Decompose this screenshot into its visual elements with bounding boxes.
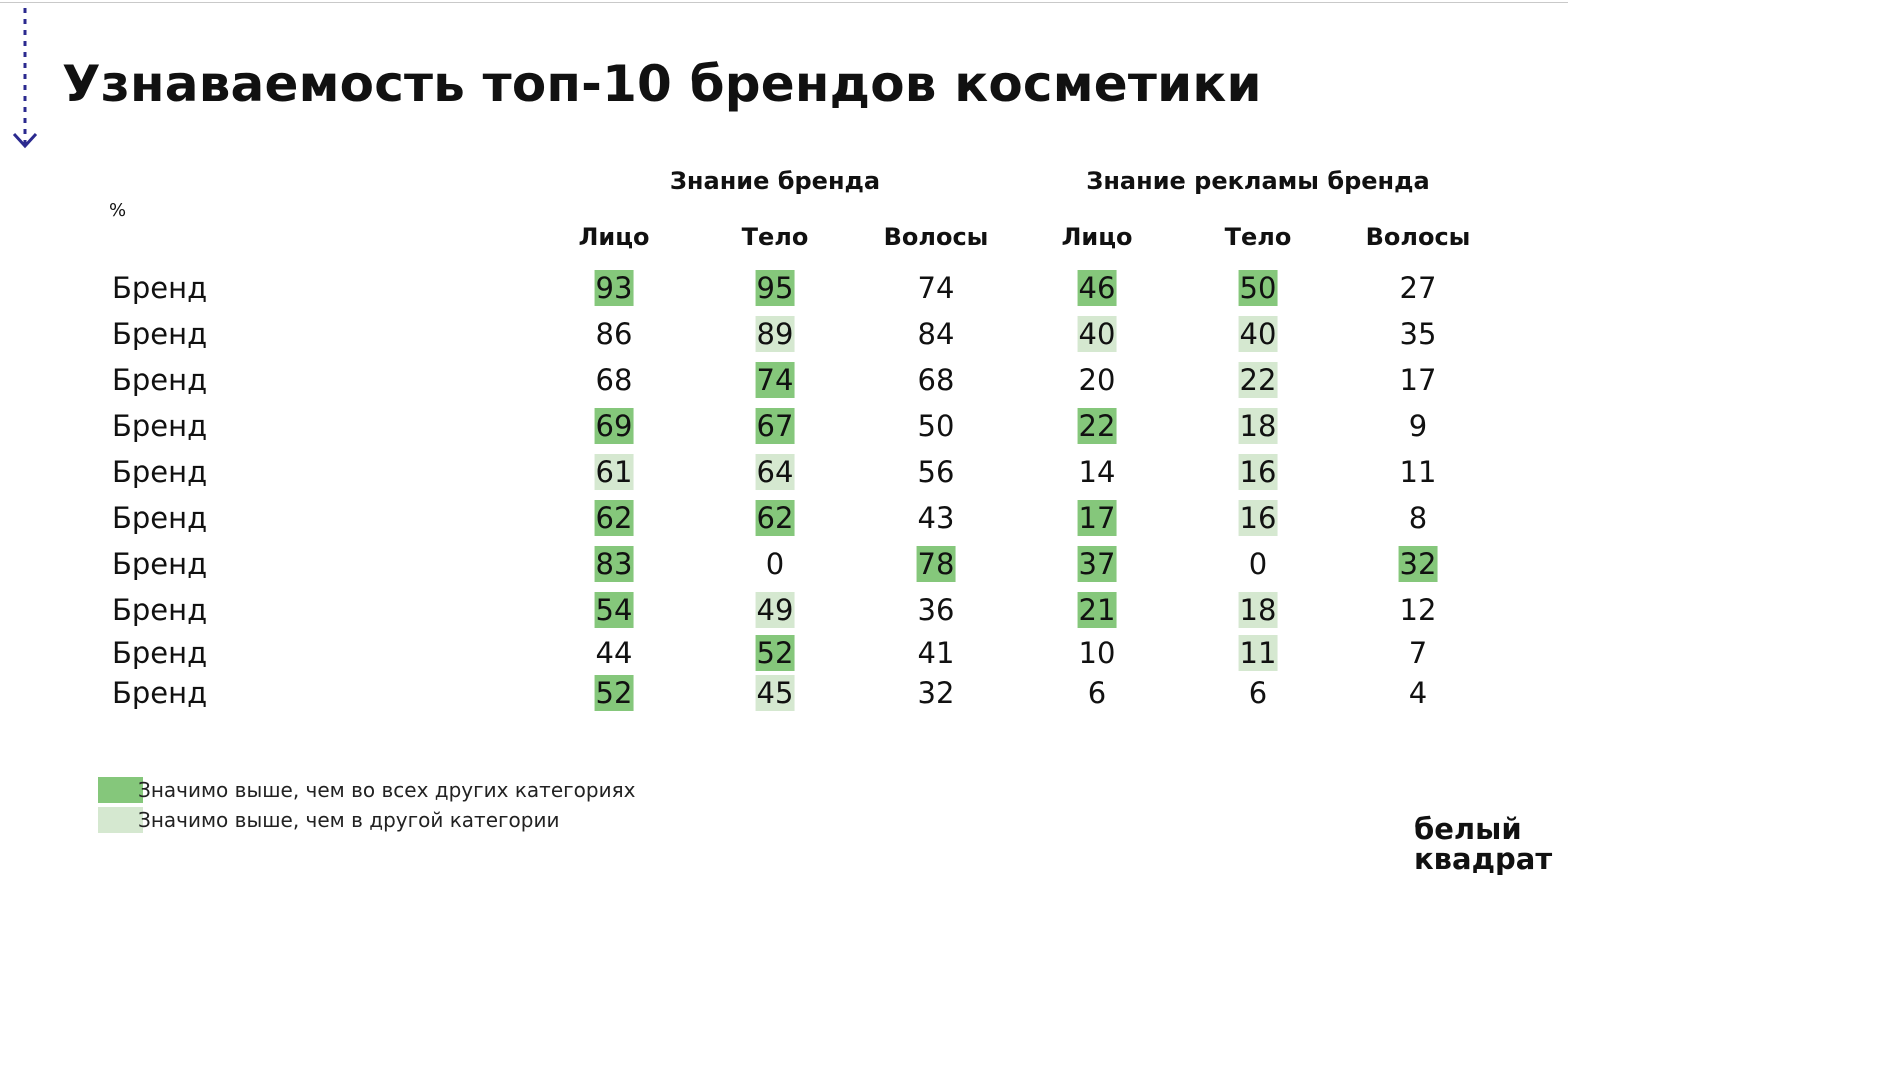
table-cell: 7 [1408,636,1428,670]
table-cell: 14 [1078,455,1116,489]
legend-label: Значимо выше, чем в другой категории [138,808,560,832]
table-cell: 37 [1077,546,1117,582]
table-cell: 11 [1238,635,1278,671]
logo-line-2: квадрат [1414,842,1553,876]
table-cell: 22 [1077,408,1117,444]
table-cell: 89 [755,316,795,352]
logo-line-1: белый [1414,812,1522,846]
table-cell: 67 [755,408,795,444]
row-label: Бренд [112,501,208,535]
unit-label: % [109,200,127,221]
table-cell: 84 [917,317,955,351]
table-cell: 18 [1238,592,1278,628]
table-cell: 36 [917,593,955,627]
legend-swatch-light-green [98,807,143,833]
page-title: Узнаваемость топ-10 брендов косметики [62,55,1262,113]
table-cell: 16 [1238,500,1278,536]
column-group-header: Знание бренда [669,167,881,195]
table-cell: 62 [755,500,795,536]
row-label: Бренд [112,547,208,581]
table-cell: 74 [917,271,955,305]
table-cell: 56 [917,455,955,489]
table-cell: 83 [594,546,634,582]
table-cell: 6 [1248,676,1268,710]
table-cell: 74 [755,362,795,398]
table-cell: 17 [1399,363,1437,397]
table-cell: 22 [1238,362,1278,398]
table-cell: 43 [917,501,955,535]
table-cell: 12 [1399,593,1437,627]
table-cell: 69 [594,408,634,444]
table-cell: 20 [1078,363,1116,397]
table-cell: 44 [595,636,633,670]
table-cell: 16 [1238,454,1278,490]
column-group-header: Знание рекламы бренда [1086,167,1430,195]
table-cell: 41 [917,636,955,670]
column-header: Лицо [578,223,650,251]
table-cell: 27 [1399,271,1437,305]
table-cell: 50 [1238,270,1278,306]
table-cell: 40 [1077,316,1117,352]
column-header: Тело [741,223,809,251]
row-label: Бренд [112,676,208,710]
table-cell: 68 [595,363,633,397]
table-cell: 8 [1408,501,1428,535]
table-cell: 62 [594,500,634,536]
table-cell: 17 [1077,500,1117,536]
row-label: Бренд [112,363,208,397]
table-cell: 52 [755,635,795,671]
table-cell: 49 [755,592,795,628]
table-cell: 0 [765,547,785,581]
table-cell: 54 [594,592,634,628]
table-cell: 86 [595,317,633,351]
row-label: Бренд [112,636,208,670]
row-label: Бренд [112,317,208,351]
table-cell: 18 [1238,408,1278,444]
table-cell: 32 [1398,546,1438,582]
table-cell: 52 [594,675,634,711]
table-cell: 6 [1087,676,1107,710]
table-cell: 93 [594,270,634,306]
table-cell: 40 [1238,316,1278,352]
legend-label: Значимо выше, чем во всех других категор… [138,778,636,802]
legend-swatch-dark-green [98,777,143,803]
table-cell: 61 [594,454,634,490]
table-cell: 78 [916,546,956,582]
table-cell: 68 [917,363,955,397]
table-cell: 0 [1248,547,1268,581]
top-divider [0,2,1568,3]
column-header: Волосы [1365,223,1471,251]
table-cell: 4 [1408,676,1428,710]
row-label: Бренд [112,409,208,443]
table-cell: 45 [755,675,795,711]
table-cell: 11 [1399,455,1437,489]
table-cell: 35 [1399,317,1437,351]
row-label: Бренд [112,271,208,305]
column-header: Волосы [883,223,989,251]
table-cell: 9 [1408,409,1428,443]
company-logo: белый квадрат [1414,814,1552,874]
table-cell: 32 [917,676,955,710]
row-label: Бренд [112,593,208,627]
column-header: Лицо [1061,223,1133,251]
table-cell: 10 [1078,636,1116,670]
table-cell: 21 [1077,592,1117,628]
column-header: Тело [1224,223,1292,251]
table-cell: 46 [1077,270,1117,306]
table-cell: 95 [755,270,795,306]
table-cell: 50 [917,409,955,443]
down-arrow-icon [12,8,38,149]
row-label: Бренд [112,455,208,489]
table-cell: 64 [755,454,795,490]
